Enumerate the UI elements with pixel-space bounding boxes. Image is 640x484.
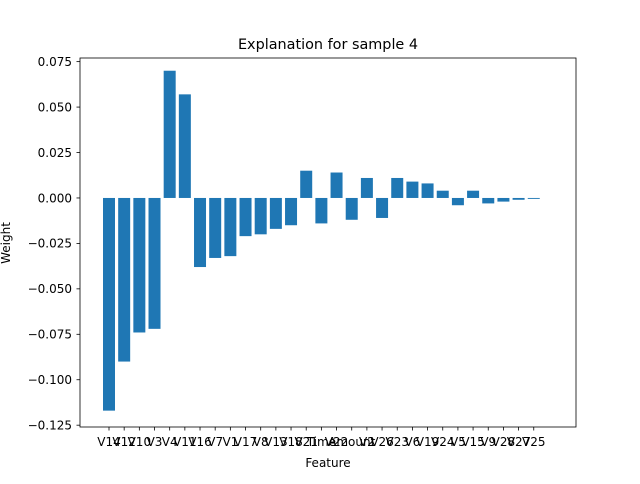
x-tick-label-v21: V21 [294, 435, 317, 449]
bar-v14 [103, 197, 115, 411]
x-tick-label-v12: V12 [112, 435, 135, 449]
x-axis-label: Feature [305, 456, 350, 470]
bar-v2 [360, 177, 373, 198]
x-tick-label-v2: V2 [359, 435, 375, 449]
y-axis: −0.125 −0.100 −0.075 −0.050 −0.025 0.000 0.025… [28, 55, 80, 432]
y-tick-label: −0.125 [28, 418, 72, 432]
chart-title: Explanation for sample 4 [238, 37, 418, 53]
bar-v8 [254, 197, 267, 235]
y-tick-label: −0.050 [28, 282, 72, 296]
bar-v6 [406, 181, 419, 198]
bar-v10 [133, 197, 146, 333]
x-tick-label-v27: V27 [507, 435, 530, 449]
x-tick-label-v13: V13 [264, 435, 287, 449]
bar-v7 [209, 197, 222, 258]
bar-time [315, 197, 328, 224]
bar-v13 [269, 197, 282, 229]
bars-layer [103, 70, 540, 411]
x-tick-label-v15: V15 [461, 435, 484, 449]
x-tick-label-v14: V14 [97, 435, 120, 449]
x-tick-label-v4: V4 [162, 435, 178, 449]
x-tick-label-v8: V8 [253, 435, 269, 449]
bar-v11 [178, 94, 191, 198]
bar-v15 [467, 190, 480, 198]
x-tick-label-v24: V24 [431, 435, 454, 449]
y-tick-label: −0.025 [28, 237, 72, 251]
bar-v3 [148, 197, 161, 329]
x-tick-label-v6: V6 [404, 435, 420, 449]
bar-v5 [451, 197, 464, 206]
bar-v24 [436, 190, 449, 198]
bar-v18 [285, 197, 298, 226]
x-tick-label-v22: V22 [325, 435, 348, 449]
x-tick-label-v18: V18 [279, 435, 302, 449]
x-tick-label-v26: V26 [370, 435, 393, 449]
y-tick-label: −0.075 [28, 328, 72, 342]
x-tick-label-v25: V25 [522, 435, 545, 449]
x-tick-label-v5: V5 [450, 435, 466, 449]
y-tick-label: 0.050 [38, 100, 72, 114]
y-axis-label: Weight [0, 222, 13, 264]
x-tick-label-v23: V23 [385, 435, 408, 449]
x-tick-label-v16: V16 [188, 435, 211, 449]
x-tick-label-v11: V11 [173, 435, 196, 449]
bar-v28 [497, 197, 510, 202]
bar-v22 [330, 172, 343, 198]
x-tick-label-v7: V7 [207, 435, 223, 449]
bar-v17 [239, 197, 252, 237]
bar-v16 [194, 197, 207, 268]
y-tick-label: −0.100 [28, 373, 72, 387]
bar-v25 [527, 197, 540, 199]
x-tick-label-v19: V19 [416, 435, 439, 449]
y-tick-label: 0.025 [38, 146, 72, 160]
x-tick-label-time: Time [306, 435, 336, 449]
bar-v27 [512, 197, 525, 200]
x-tick-label-v9: V9 [480, 435, 496, 449]
bar-v12 [118, 197, 131, 362]
x-tick-label-v1: V1 [222, 435, 238, 449]
bar-amount [345, 197, 358, 220]
bar-v19 [421, 183, 434, 198]
x-tick-label-v10: V10 [128, 435, 151, 449]
bar-v9 [482, 197, 495, 204]
x-tick-label-v3: V3 [147, 435, 163, 449]
plot-frame [79, 57, 577, 428]
x-tick-label-v17: V17 [234, 435, 257, 449]
bar-v23 [391, 177, 404, 198]
y-tick-label: 0.000 [38, 191, 72, 205]
bar-v26 [376, 197, 389, 218]
x-tick-label-amount: Amount [328, 435, 375, 449]
bar-v1 [224, 197, 237, 257]
bar-v21 [300, 170, 313, 198]
x-tick-label-v28: V28 [492, 435, 515, 449]
bar-v4 [163, 70, 176, 198]
y-tick-label: 0.075 [38, 55, 72, 69]
